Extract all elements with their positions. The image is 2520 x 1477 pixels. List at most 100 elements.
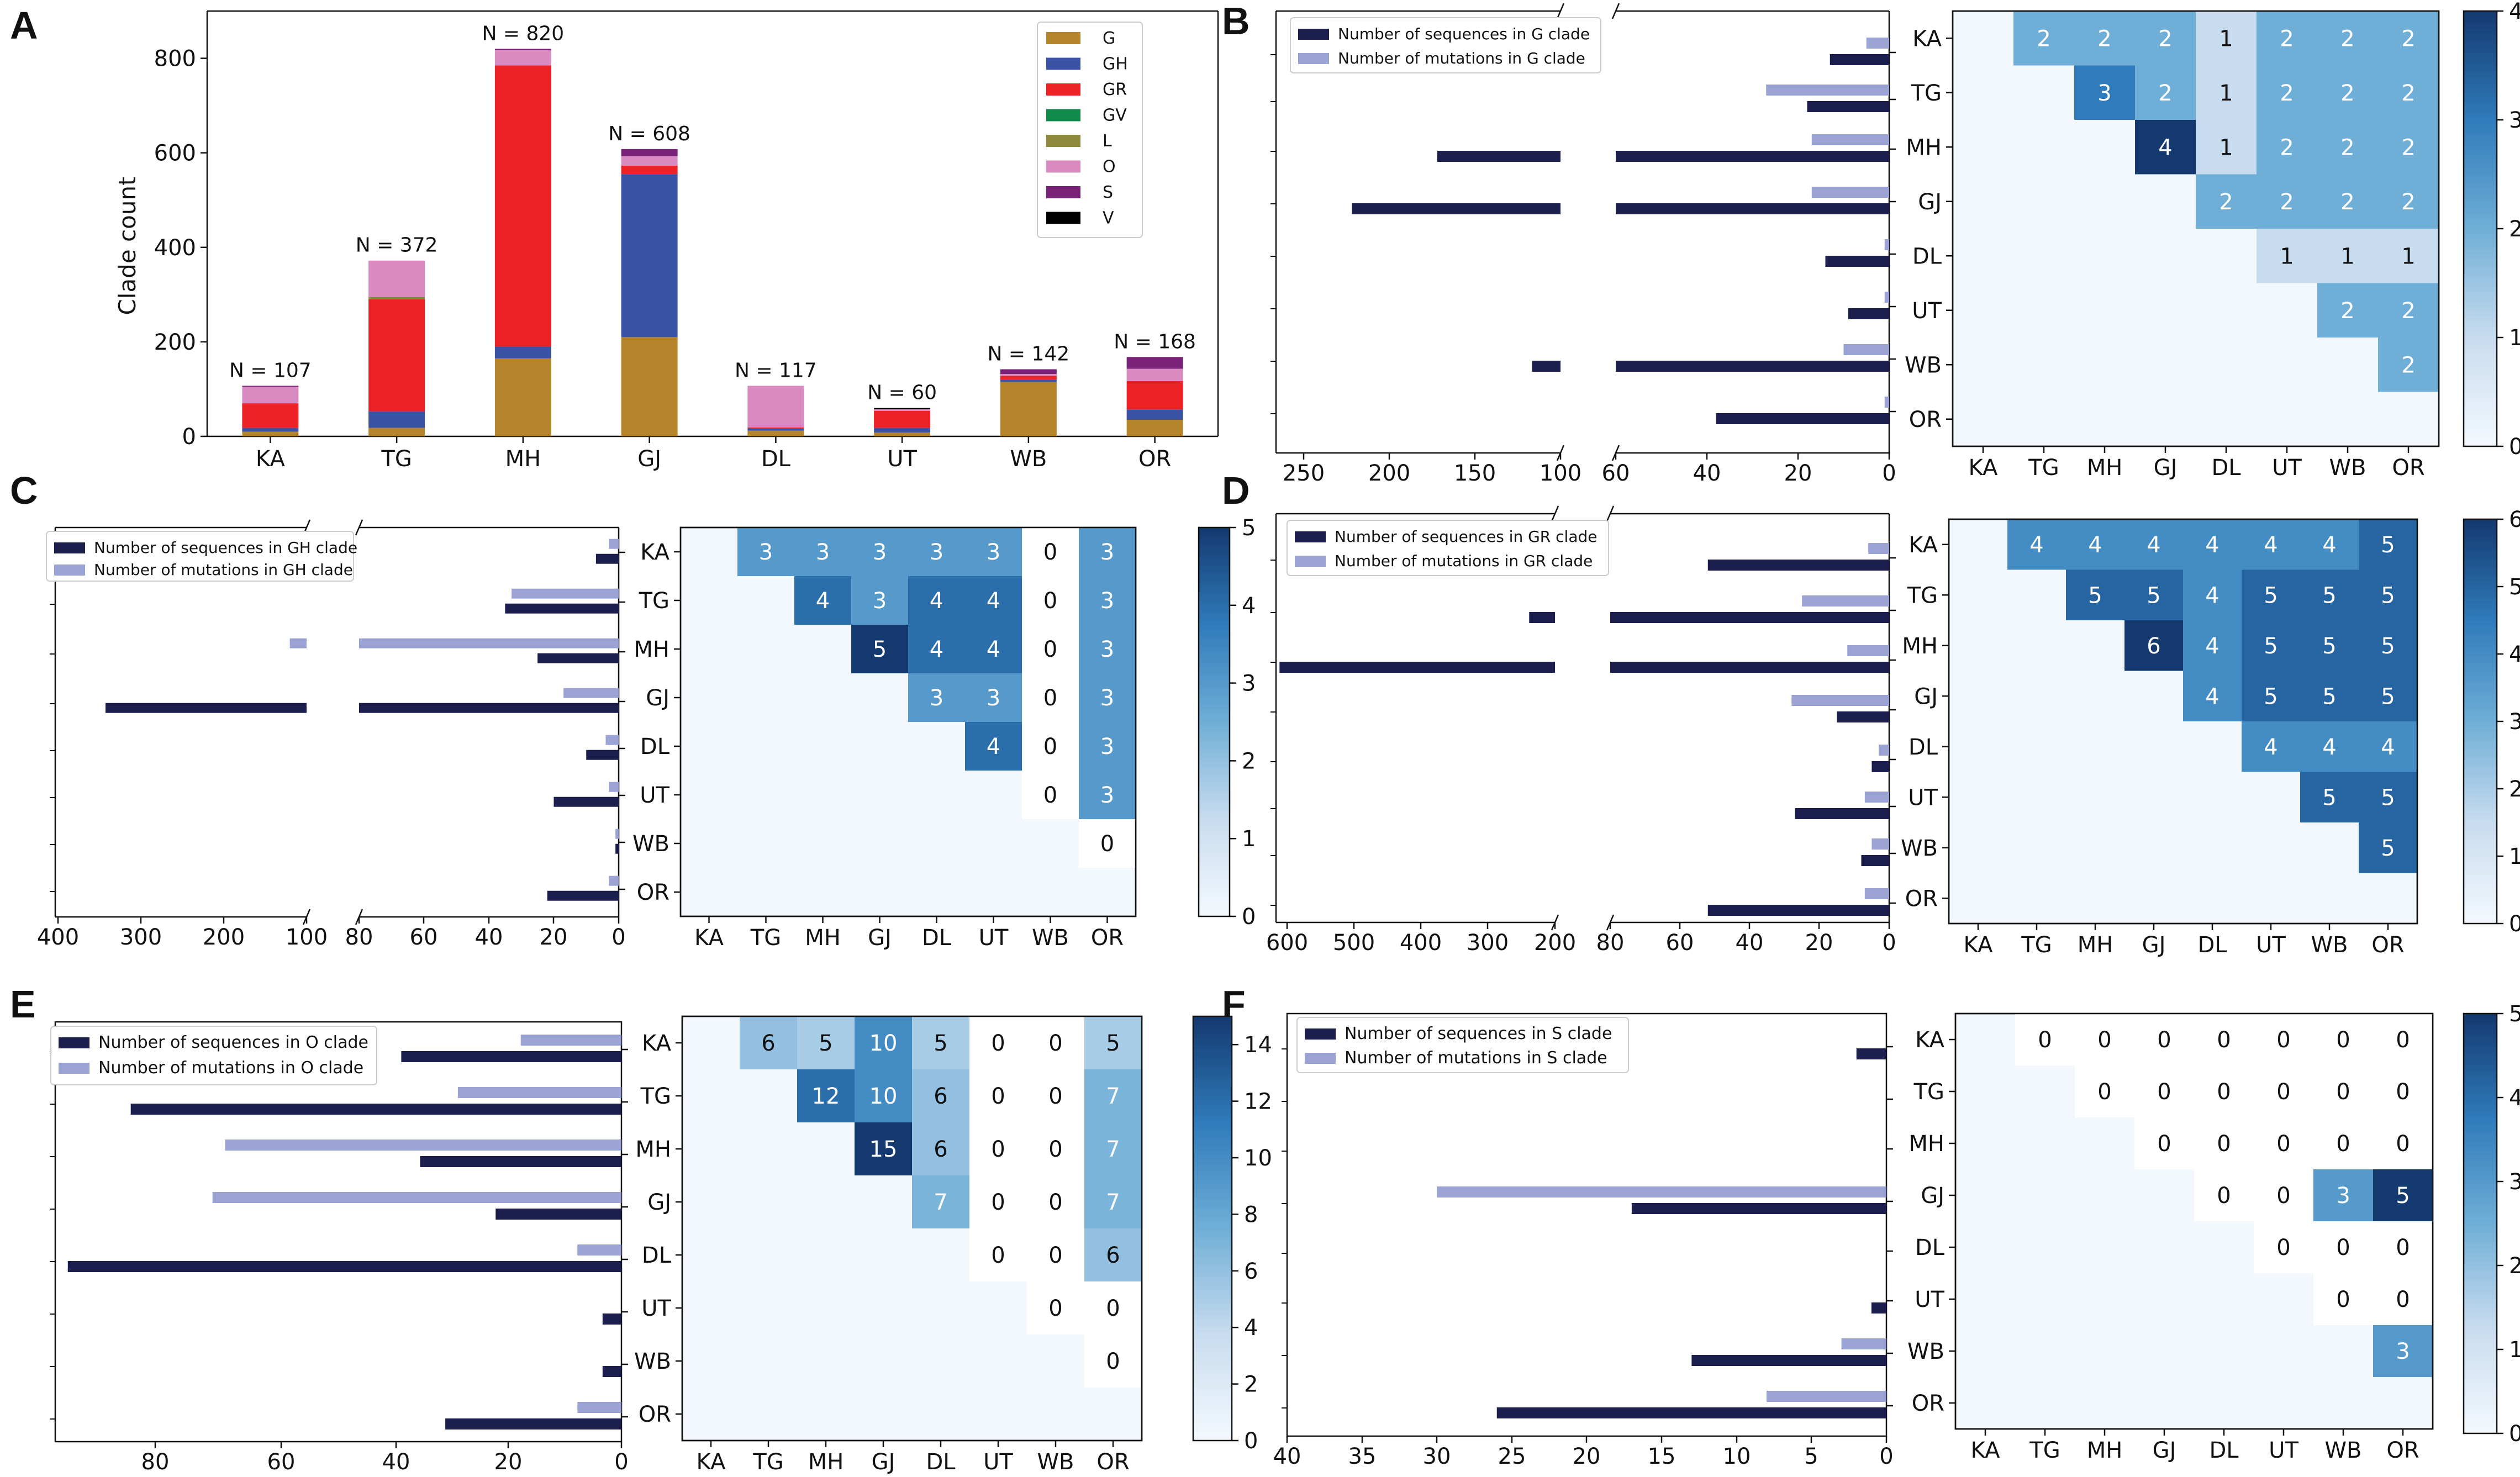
heat-value-ka-tg: 2 <box>2037 26 2050 51</box>
heat-cell-ka-ut <box>2254 1014 2313 1065</box>
colorbar-tick-label: 3 <box>2509 1169 2520 1195</box>
heat-value-mh-ut: 0 <box>2276 1131 2290 1157</box>
heat-value-dl-ut: 1 <box>2280 244 2294 269</box>
heatmap-border <box>679 526 1137 917</box>
heat-value-mh-wb: 0 <box>1043 637 1057 662</box>
heat-value-tg-wb: 5 <box>2322 583 2336 608</box>
seq-bar-ut <box>1871 1302 1886 1314</box>
heat-y-label-mh: MH <box>1909 1131 1944 1157</box>
heat-x-label-tg: TG <box>750 925 781 951</box>
colorbar <box>1198 526 1231 917</box>
heat-y-label-or: OR <box>639 1402 671 1427</box>
heat-value-dl-wb: 1 <box>2340 244 2354 269</box>
heat-value-tg-gj: 3 <box>873 588 887 614</box>
x-tick-label: 40 <box>1693 461 1721 486</box>
heat-cell-gj-or <box>2373 1169 2433 1221</box>
bar-gj-o <box>621 156 678 166</box>
heat-value-tg-dl: 6 <box>934 1084 947 1109</box>
heat-value-ka-ut: 3 <box>987 540 1000 565</box>
heat-cell-dl-ut <box>2254 1221 2313 1273</box>
heat-value-ka-wb: 2 <box>2340 26 2354 51</box>
seq-bar-wb <box>615 843 619 854</box>
colorbar-tick-label: 2 <box>2509 217 2520 242</box>
heat-value-ut-or: 0 <box>1106 1296 1120 1321</box>
heat-cell-mh-ut <box>969 1122 1027 1175</box>
heat-value-gj-wb: 0 <box>1043 685 1057 711</box>
panel-letter-d: D <box>1222 469 1250 512</box>
x-tick-label: 200 <box>1534 930 1576 956</box>
heat-value-dl-or: 0 <box>2396 1235 2410 1260</box>
mut-bar-ut <box>609 782 619 792</box>
heat-y-label-ka: KA <box>642 1031 672 1056</box>
legend-swatch <box>54 565 85 576</box>
heat-cell-ut-or <box>2373 1273 2433 1325</box>
bar-wb-gh <box>1000 379 1057 382</box>
heat-cell-dl-wb <box>1027 1228 1084 1281</box>
x-tick-label: 0 <box>1882 930 1896 956</box>
heat-value-gj-or: 5 <box>2396 1183 2410 1209</box>
heat-y-label-mh: MH <box>1902 634 1938 659</box>
heat-cell-gj-or <box>2359 671 2417 721</box>
heat-cell-tg-gj <box>855 1069 912 1122</box>
x-tick-label: 80 <box>345 925 373 950</box>
colorbar <box>1192 1015 1233 1442</box>
heat-value-gj-ut: 3 <box>987 685 1000 711</box>
heat-value-tg-wb: 0 <box>2336 1079 2350 1105</box>
axis-break-mark <box>1551 505 1559 522</box>
heat-y-label-gj: GJ <box>646 685 669 711</box>
heat-cell-ut-or <box>2378 283 2439 337</box>
legend-label: Number of mutations in G clade <box>1338 49 1585 67</box>
heat-cell-gj-or <box>2378 174 2439 229</box>
heat-x-label-mh: MH <box>805 925 841 951</box>
heat-value-tg-mh: 5 <box>2088 583 2102 608</box>
heat-value-wb-or: 2 <box>2401 352 2415 378</box>
heat-value-mh-dl: 1 <box>2219 135 2233 160</box>
panel-a-stacked-bar-chart: 0 200 400 600 800 Clade count KA N = 107 TG N = 3… <box>114 10 1219 472</box>
heat-cell-mh-ut <box>2257 120 2317 175</box>
heat-value-ka-or: 3 <box>1100 540 1114 565</box>
x-tick-label: 20 <box>494 1449 523 1475</box>
heat-cell-ka-dl <box>912 1016 969 1069</box>
heat-value-ut-wb: 2 <box>2340 298 2354 324</box>
heat-y-label-dl: DL <box>642 1243 672 1268</box>
heat-x-label-gj: GJ <box>2154 455 2178 481</box>
heat-y-label-ut: UT <box>1912 298 1942 324</box>
heat-cell-ka-wb <box>1022 528 1079 576</box>
y-axis-label: Clade count <box>114 176 141 315</box>
heat-cell-tg-ut <box>965 576 1022 625</box>
heat-value-ka-gj: 10 <box>869 1031 898 1056</box>
colorbar-tick-label: 2 <box>2509 1253 2520 1279</box>
bar-ut-gr <box>874 410 931 428</box>
legend-label: Number of sequences in GH clade <box>94 539 357 557</box>
seq-bar-ka <box>1856 1048 1886 1059</box>
heat-cell-tg-dl <box>908 576 965 625</box>
heat-y-label-ka: KA <box>1912 26 1942 51</box>
x-tick-label: 60 <box>267 1449 296 1475</box>
x-tick-label-gj: GJ <box>637 446 661 472</box>
heat-value-tg-mh: 4 <box>816 588 830 614</box>
legend-swatch-gr <box>1046 83 1080 96</box>
heat-cell-wb-or <box>2378 337 2439 392</box>
heat-x-label-wb: WB <box>1037 1449 1074 1475</box>
x-tick-label: 25 <box>1498 1444 1526 1469</box>
panel-letter-e: E <box>10 983 36 1026</box>
legend-label-s: S <box>1103 183 1113 202</box>
heat-cell-dl-wb <box>2313 1221 2373 1273</box>
heat-value-tg-gj: 10 <box>869 1084 898 1109</box>
seq-bar-wb <box>1691 1355 1886 1366</box>
heat-y-label-ut: UT <box>640 783 669 808</box>
heat-cell-dl-ut <box>969 1228 1027 1281</box>
legend-swatch-gh <box>1046 57 1080 70</box>
heat-y-label-mh: MH <box>1906 135 1942 160</box>
heat-value-ka-ut: 2 <box>2280 26 2294 51</box>
seq-bar-gj <box>1352 203 1560 214</box>
heat-x-label-gj: GJ <box>872 1449 895 1475</box>
mut-bar-or <box>1864 888 1889 899</box>
heat-cell-tg-wb <box>2300 569 2359 620</box>
mut-bar-mh <box>225 1140 621 1151</box>
seq-bar-or <box>1707 905 1889 916</box>
seq-bar-mh <box>1437 151 1560 162</box>
mut-bar-dl <box>1879 745 1889 756</box>
colorbar-tick-label: 2 <box>1244 1372 1258 1397</box>
heat-cell-tg-gj <box>2135 65 2196 120</box>
